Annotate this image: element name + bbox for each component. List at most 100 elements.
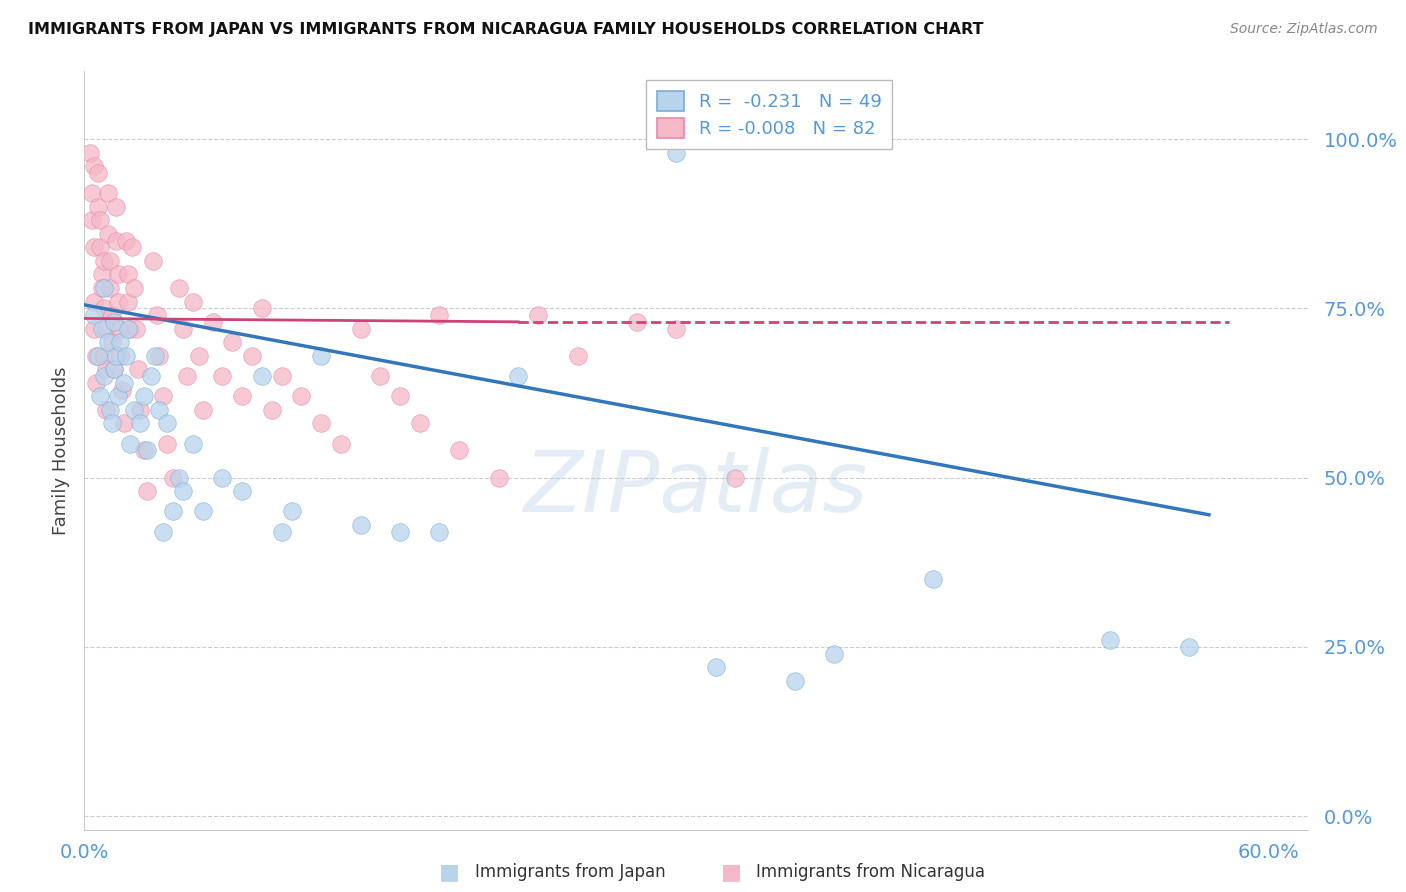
Point <box>128 417 150 431</box>
Point <box>724 470 747 484</box>
Text: IMMIGRANTS FROM JAPAN VS IMMIGRANTS FROM NICARAGUA FAMILY HOUSEHOLDS CORRELATION: IMMIGRANTS FROM JAPAN VS IMMIGRANTS FROM… <box>28 22 984 37</box>
Point <box>101 417 124 431</box>
Point <box>124 321 146 335</box>
Text: ZIPatlas: ZIPatlas <box>524 447 868 530</box>
Point <box>429 524 451 539</box>
Point <box>349 517 371 532</box>
Point <box>104 349 127 363</box>
Point <box>89 213 111 227</box>
Point <box>1099 633 1122 648</box>
Point <box>665 145 688 160</box>
Point <box>103 362 125 376</box>
Point <box>146 308 169 322</box>
Point <box>108 321 131 335</box>
Point <box>309 349 332 363</box>
Point <box>83 159 105 173</box>
Point <box>270 369 292 384</box>
Point <box>97 186 120 201</box>
Point <box>117 268 139 282</box>
Point <box>508 369 530 384</box>
Y-axis label: Family Households: Family Households <box>52 367 70 534</box>
Point <box>181 294 204 309</box>
Point <box>142 254 165 268</box>
Text: ■: ■ <box>440 863 460 882</box>
Point <box>89 389 111 403</box>
Point <box>1178 640 1201 654</box>
Point <box>309 417 332 431</box>
Point <box>93 281 115 295</box>
Point <box>921 572 943 586</box>
Point <box>136 484 159 499</box>
Point <box>172 484 194 499</box>
Point <box>152 389 174 403</box>
Point <box>162 504 184 518</box>
Point <box>91 321 114 335</box>
Point <box>97 227 120 241</box>
Point <box>409 417 432 431</box>
Point <box>181 436 204 450</box>
Point <box>108 335 131 350</box>
Point <box>117 321 139 335</box>
Point <box>221 335 243 350</box>
Point <box>270 524 292 539</box>
Point <box>93 301 115 316</box>
Point <box>429 308 451 322</box>
Point <box>148 349 170 363</box>
Point <box>84 376 107 390</box>
Point <box>114 234 136 248</box>
Point <box>101 308 124 322</box>
Point <box>83 240 105 254</box>
Point <box>527 308 550 322</box>
Point <box>94 362 117 376</box>
Point <box>87 200 110 214</box>
Point <box>260 402 283 417</box>
Point <box>156 436 179 450</box>
Point <box>449 443 471 458</box>
Point <box>488 470 510 484</box>
Point <box>145 349 167 363</box>
Point <box>83 308 105 322</box>
Point <box>93 254 115 268</box>
Point <box>211 369 233 384</box>
Point <box>122 402 145 417</box>
Point <box>98 254 121 268</box>
Point <box>152 524 174 539</box>
Point <box>128 402 150 417</box>
Point <box>91 268 114 282</box>
Point <box>91 281 114 295</box>
Point <box>83 321 105 335</box>
Text: ■: ■ <box>721 863 741 882</box>
Point <box>132 443 155 458</box>
Point <box>84 349 107 363</box>
Point <box>823 647 845 661</box>
Point <box>329 436 352 450</box>
Point <box>89 240 111 254</box>
Point <box>117 294 139 309</box>
Point <box>250 301 273 316</box>
Point <box>141 369 163 384</box>
Point <box>211 470 233 484</box>
Point <box>127 362 149 376</box>
Point <box>148 402 170 417</box>
Point <box>191 402 214 417</box>
Point <box>783 673 806 688</box>
Point <box>87 349 110 363</box>
Point <box>82 213 104 227</box>
Text: Immigrants from Nicaragua: Immigrants from Nicaragua <box>756 863 986 881</box>
Point <box>191 504 214 518</box>
Point <box>368 369 391 384</box>
Point <box>665 321 688 335</box>
Legend: R =  -0.231   N = 49, R = -0.008   N = 82: R = -0.231 N = 49, R = -0.008 N = 82 <box>647 80 893 149</box>
Point <box>567 349 589 363</box>
Point <box>136 443 159 458</box>
Point <box>82 186 104 201</box>
Point <box>101 335 124 350</box>
Point <box>240 349 263 363</box>
Point <box>349 321 371 335</box>
Point <box>114 349 136 363</box>
Point <box>167 281 190 295</box>
Point <box>103 315 125 329</box>
Point <box>93 349 115 363</box>
Point <box>112 417 135 431</box>
Point <box>108 349 131 363</box>
